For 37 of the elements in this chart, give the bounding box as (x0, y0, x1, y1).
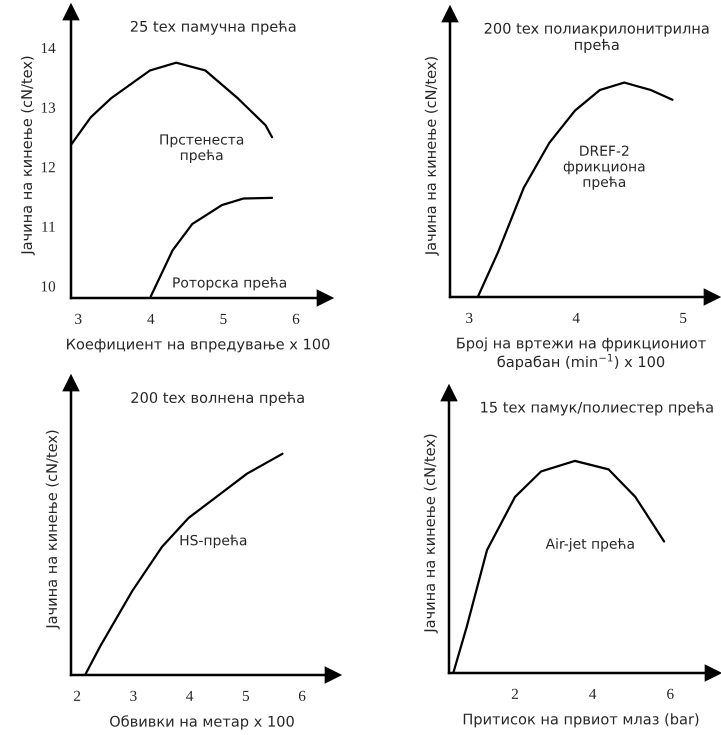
x-tick-label: 2 (74, 690, 80, 701)
y-tick-label: 13 (42, 102, 56, 113)
series-label: Прстенеста прећа (160, 134, 244, 163)
chart-title: 200 tex полиакрилонитрилна прећа (484, 22, 708, 53)
x-tick-label: 5 (242, 690, 250, 702)
x-axis-title: Број на вртежи на фрикциониот барабан (min$^{−1}$) x 100 (457, 337, 706, 370)
x-tick-label: 2 (512, 688, 518, 699)
x-axis-title: Притисок на првиот млаз (bar) (464, 713, 698, 728)
series-label: Роторска прећа (173, 276, 286, 290)
text: 25 tex памучна прећа (130, 20, 296, 35)
x-tick-label: 3 (75, 314, 82, 324)
x-tick-label: 4 (572, 312, 580, 323)
y-tick-label: 10 (42, 281, 56, 292)
x-tick-label: 4 (147, 314, 154, 324)
y-axis-title: Јачина на кинење (cN/tex) (20, 56, 35, 256)
y-tick-label: 12 (42, 162, 55, 172)
series-label: Air-jet прећа (546, 538, 634, 552)
x-tick-label: 4 (589, 688, 596, 699)
x-tick-label: 3 (466, 312, 472, 324)
y-tick-label: 14 (42, 42, 56, 54)
x-tick-label: 4 (186, 690, 194, 701)
y-axis-title: Јачина на кинење (cN/tex) (424, 434, 438, 634)
x-tick-label: 3 (130, 690, 137, 702)
chart-title: 15 tex памук/полиестер прећа (481, 401, 713, 416)
x-tick-label: 5 (220, 314, 227, 324)
y-axis-title: Јачина на кинење (cN/tex) (424, 57, 439, 256)
x-axis-title: Обвивки на метар x 100 (110, 715, 294, 730)
x-tick-label: 6 (298, 690, 306, 702)
x-tick-label: 5 (680, 312, 686, 324)
y-axis-title: Јачина на кинење (cN/tex) (46, 430, 60, 630)
x-tick-label: 6 (292, 314, 300, 324)
x-axis-title: Коефициент на впредување x 100 (67, 338, 330, 352)
y-tick-label: 11 (42, 222, 55, 232)
series-label: HS-прећа (180, 534, 246, 548)
x-tick-label: 6 (667, 688, 674, 700)
chart-title: 200 tex волнена прећа (131, 392, 304, 406)
series-label: DREF-2 фрикциона прећа (564, 145, 644, 190)
